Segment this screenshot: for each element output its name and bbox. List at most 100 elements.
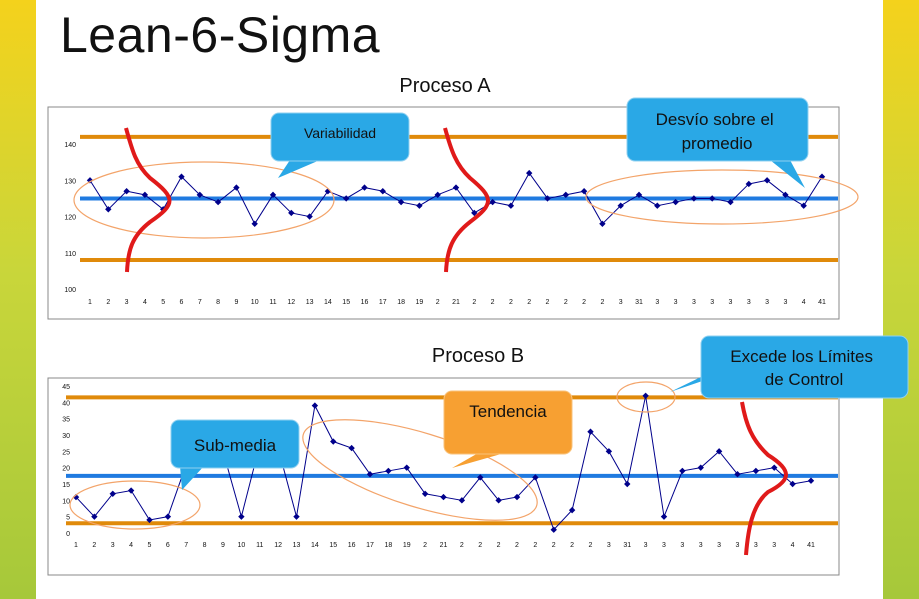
a-data-point [105, 206, 112, 213]
a-data-point [580, 188, 588, 195]
distribution-curve-3 [740, 401, 788, 556]
callout-sub-media: Sub-media [170, 419, 300, 490]
a-data-point [526, 169, 533, 177]
a-x-tick-label: 18 [397, 299, 405, 306]
exceed-ellipse [616, 381, 676, 413]
b-x-tick-label: 2 [478, 542, 482, 549]
b-x-tick-label: 4 [129, 542, 133, 549]
a-y-tick-label: 110 [65, 251, 76, 258]
b-x-tick-label: 7 [184, 542, 188, 549]
a-y-tick-label: 140 [64, 142, 76, 149]
b-data-point [734, 471, 741, 478]
a-data-point [599, 220, 606, 227]
a-x-tick-label: 3 [619, 299, 623, 306]
b-x-tick-label: 3 [644, 542, 648, 549]
b-data-point [513, 493, 521, 501]
b-x-tick-label: 16 [348, 542, 356, 549]
b-y-tick-label: 45 [62, 384, 70, 391]
b-x-tick-label: 12 [274, 542, 282, 549]
a-x-tick-label: 41 [818, 299, 826, 306]
a-data-point [745, 180, 752, 188]
a-data-point [617, 202, 624, 209]
a-y-tick-label: 130 [64, 178, 76, 185]
a-x-tick-label: 4 [143, 299, 147, 306]
a-x-tick-label: 2 [106, 299, 110, 306]
callout-variabilidad: Variabilidad [270, 112, 410, 178]
a-data-point [452, 184, 460, 191]
a-data-point [178, 173, 185, 180]
b-data-point [697, 464, 704, 471]
left-decorative-border [0, 0, 36, 599]
a-data-point [379, 188, 386, 195]
b-x-tick-label: 3 [772, 542, 776, 549]
b-x-tick-label: 10 [237, 542, 245, 549]
a-data-point [434, 191, 441, 199]
b-x-tick-label: 11 [256, 542, 263, 549]
a-x-tick-label: 2 [436, 299, 440, 306]
a-x-tick-label: 15 [342, 299, 350, 306]
tendency-ellipse [302, 419, 538, 521]
a-x-tick-label: 2 [472, 299, 476, 306]
chart-a-x-axis: 1 2 3 4 5 6 7 8 9 10 11 12 13 14 15 16 17 18 19 2 21 2 2 2 2 2 2 2 2… [88, 299, 826, 306]
a-data-point [196, 191, 203, 199]
a-x-tick-label: 2 [509, 299, 513, 306]
b-data-point [127, 487, 135, 494]
b-x-tick-label: 3 [680, 542, 684, 549]
a-data-point [727, 198, 734, 206]
a-data-point [233, 184, 240, 191]
a-data-point [269, 191, 277, 199]
callout-variabilidad-text: Variabilidad [304, 125, 376, 141]
a-data-point [635, 191, 643, 199]
a-x-tick-label: 19 [416, 299, 424, 306]
b-data-point [660, 513, 668, 520]
a-y-tick-label: 120 [64, 215, 76, 222]
a-x-tick-label: 7 [198, 299, 202, 306]
b-x-tick-label: 3 [662, 542, 666, 549]
b-x-tick-label: 3 [754, 542, 758, 549]
deviation-ellipse [585, 169, 859, 225]
a-data-point [800, 202, 807, 209]
a-x-tick-label: 3 [765, 299, 769, 306]
b-data-point [532, 474, 539, 481]
a-x-tick-label: 3 [125, 299, 129, 306]
a-data-point [690, 195, 698, 202]
b-y-tick-label: 35 [62, 417, 70, 424]
b-x-tick-label: 2 [92, 542, 96, 549]
b-x-tick-label: 2 [552, 542, 556, 549]
callout-excede-text: Excede los Límites de Control [730, 347, 877, 389]
a-x-tick-label: 9 [234, 299, 238, 306]
a-data-point [343, 195, 350, 202]
b-x-tick-label: 2 [570, 542, 574, 549]
callout-desvio: Desvío sobre el promedio [626, 97, 809, 188]
b-x-tick-label: 13 [293, 542, 301, 549]
b-y-tick-label: 30 [62, 433, 70, 440]
b-x-tick-label: 8 [203, 542, 207, 549]
a-x-tick-label: 2 [564, 299, 568, 306]
chart-b-y-axis: 0 5 10 15 20 25 30 35 40 45 [62, 384, 70, 538]
sub-media-ellipse [69, 480, 201, 530]
b-data-point [495, 497, 502, 504]
b-x-tick-label: 2 [497, 542, 501, 549]
a-data-point [416, 202, 423, 209]
a-data-point [763, 177, 771, 184]
b-x-tick-label: 3 [717, 542, 721, 549]
a-x-tick-label: 21 [452, 299, 460, 306]
right-decorative-border [883, 0, 919, 599]
a-data-point [471, 209, 478, 217]
b-data-point [789, 480, 796, 488]
slide-title: Lean-6-Sigma [60, 7, 381, 63]
chart-b-title: Proceso B [432, 345, 524, 367]
b-x-tick-label: 31 [623, 542, 631, 549]
b-data-point [715, 448, 723, 455]
b-data-point [550, 526, 557, 533]
a-x-tick-label: 8 [216, 299, 220, 306]
b-x-tick-label: 41 [807, 542, 815, 549]
b-data-point [642, 392, 649, 399]
a-y-tick-label: 100 [64, 287, 76, 294]
b-data-point [91, 513, 98, 520]
a-x-tick-label: 2 [600, 299, 604, 306]
b-x-tick-label: 19 [403, 542, 411, 549]
